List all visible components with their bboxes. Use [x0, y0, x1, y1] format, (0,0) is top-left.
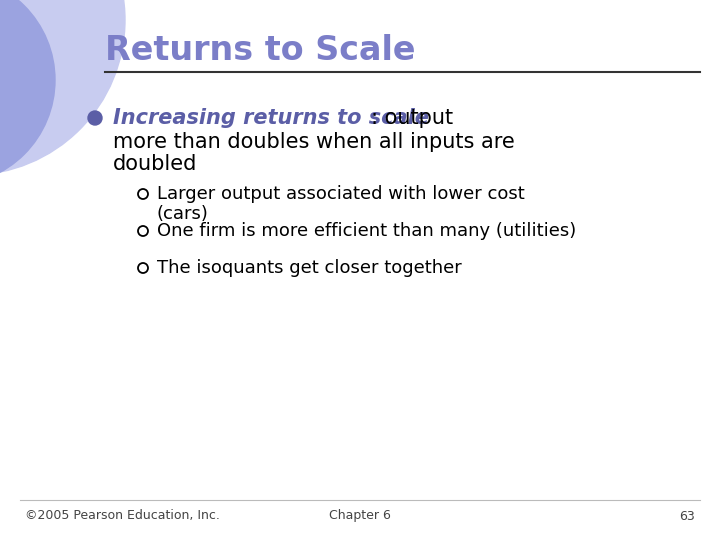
Text: Returns to Scale: Returns to Scale: [105, 33, 415, 66]
Text: Increasing returns to scale: Increasing returns to scale: [113, 108, 429, 128]
Circle shape: [0, 0, 125, 175]
Text: The isoquants get closer together: The isoquants get closer together: [157, 259, 462, 277]
Text: Chapter 6: Chapter 6: [329, 510, 391, 523]
Circle shape: [0, 0, 55, 185]
Circle shape: [88, 111, 102, 125]
Text: more than doubles when all inputs are: more than doubles when all inputs are: [113, 132, 515, 152]
Text: doubled: doubled: [113, 154, 197, 174]
Text: One firm is more efficient than many (utilities): One firm is more efficient than many (ut…: [157, 222, 576, 240]
Text: ©2005 Pearson Education, Inc.: ©2005 Pearson Education, Inc.: [25, 510, 220, 523]
Text: (cars): (cars): [157, 205, 209, 223]
Text: Larger output associated with lower cost: Larger output associated with lower cost: [157, 185, 525, 203]
Text: : output: : output: [371, 108, 453, 128]
Text: 63: 63: [679, 510, 695, 523]
